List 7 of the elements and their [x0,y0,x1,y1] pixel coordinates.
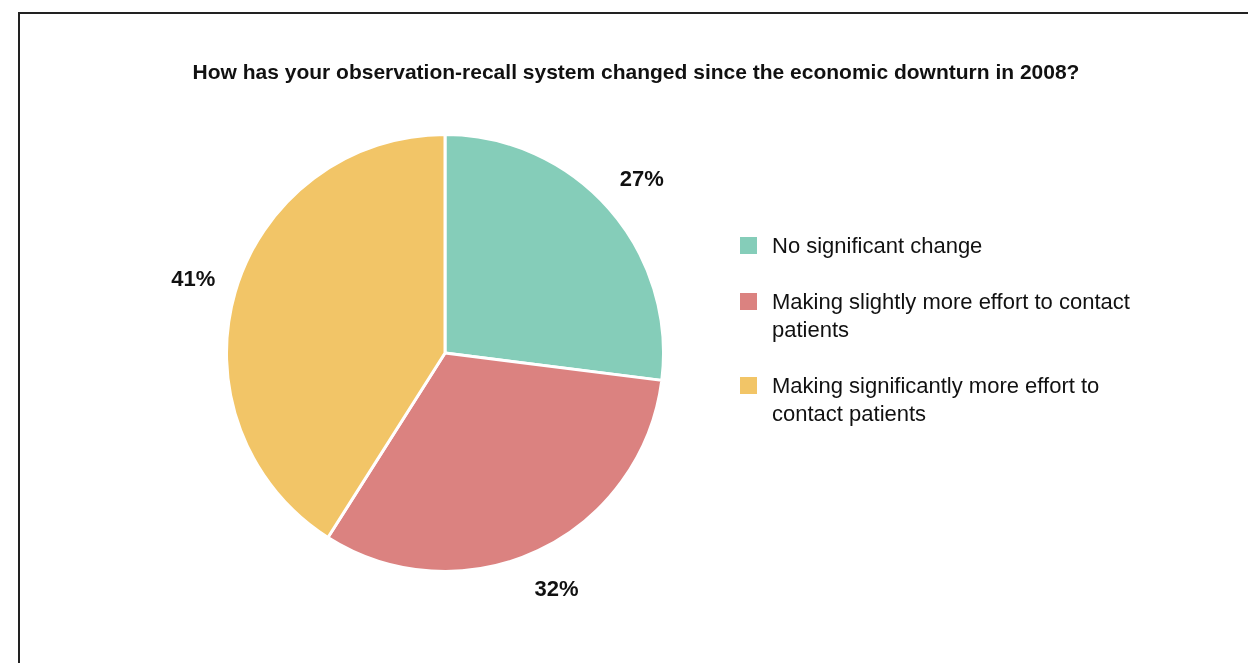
legend-label: No significant change [772,232,983,260]
data-label: 41% [171,265,216,291]
data-label: 27% [619,165,664,191]
chart-title: How has your observation-recall system changed since the economic downturn in 2008? [191,60,1081,84]
legend-label: Making significantly more effort to contact patients [772,372,1101,428]
legend-label: Making slightly more effort to contact patients [772,288,1131,344]
data-label: 32% [534,576,579,602]
